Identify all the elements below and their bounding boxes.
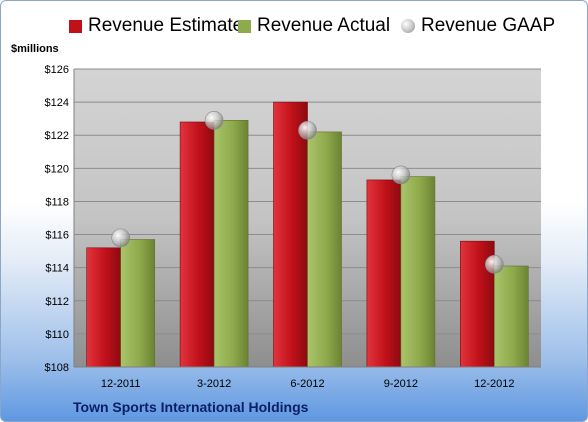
bar-revenue-estimate (273, 101, 308, 368)
legend-item-actual: Revenue Actual (238, 11, 390, 41)
bars (86, 101, 529, 368)
x-tick-label: 6-2012 (290, 378, 324, 390)
y-tick-label: $120 (45, 163, 69, 175)
marker-revenue-gaap (391, 165, 411, 185)
x-tick-label: 3-2012 (197, 378, 231, 390)
marker-revenue-gaap (298, 120, 317, 140)
y-tick-label: $108 (45, 362, 69, 374)
y-tick-label: $116 (45, 230, 69, 242)
bar-revenue-estimate (366, 179, 402, 368)
y-tick-label: $124 (45, 97, 69, 109)
y-tick-label: $126 (45, 64, 69, 76)
legend-label-gaap: Revenue GAAP (421, 15, 556, 36)
bar-revenue-actual (493, 265, 529, 368)
y-tick-label: $122 (45, 130, 69, 142)
bar-revenue-actual (307, 131, 342, 368)
company-name: Town Sports International Holdings (73, 399, 309, 415)
marker-revenue-gaap (484, 255, 504, 274)
legend-item-gaap: Revenue GAAP (401, 11, 555, 41)
y-tick-label: $118 (45, 196, 69, 208)
bar-revenue-actual (120, 239, 155, 368)
x-tick-label: 12-2012 (474, 378, 514, 390)
y-tick-label: $112 (45, 296, 69, 308)
legend-label-estimate: Revenue Estimate (88, 15, 244, 36)
x-tick-label: 12-2011 (101, 378, 141, 390)
bar-revenue-estimate (179, 121, 215, 368)
bar-revenue-actual (213, 120, 249, 368)
gaap-markers (111, 111, 504, 274)
legend-bubble-gaap (401, 19, 415, 33)
y-axis-unit-label: $millions (11, 43, 59, 55)
marker-revenue-gaap (111, 228, 130, 248)
x-axis: 12-2011 3-2012 6-2012 9-2012 12-2012 (74, 366, 541, 390)
y-tick-label: $110 (45, 329, 69, 341)
bar-revenue-actual (400, 176, 436, 368)
legend: Revenue Estimate Revenue Actual Revenue … (1, 11, 587, 41)
marker-revenue-gaap (204, 111, 224, 130)
legend-label-actual: Revenue Actual (257, 15, 391, 36)
y-tick-label: $114 (45, 263, 69, 275)
legend-swatch-estimate (69, 19, 82, 33)
x-tick-label: 9-2012 (384, 378, 418, 390)
bar-revenue-estimate (86, 247, 121, 368)
y-axis: $108 $110 $112 $114 $116 $118 $120 $122 $124 $126 (45, 64, 75, 374)
legend-item-estimate: Revenue Estimate (69, 11, 243, 41)
legend-swatch-actual (238, 19, 251, 33)
